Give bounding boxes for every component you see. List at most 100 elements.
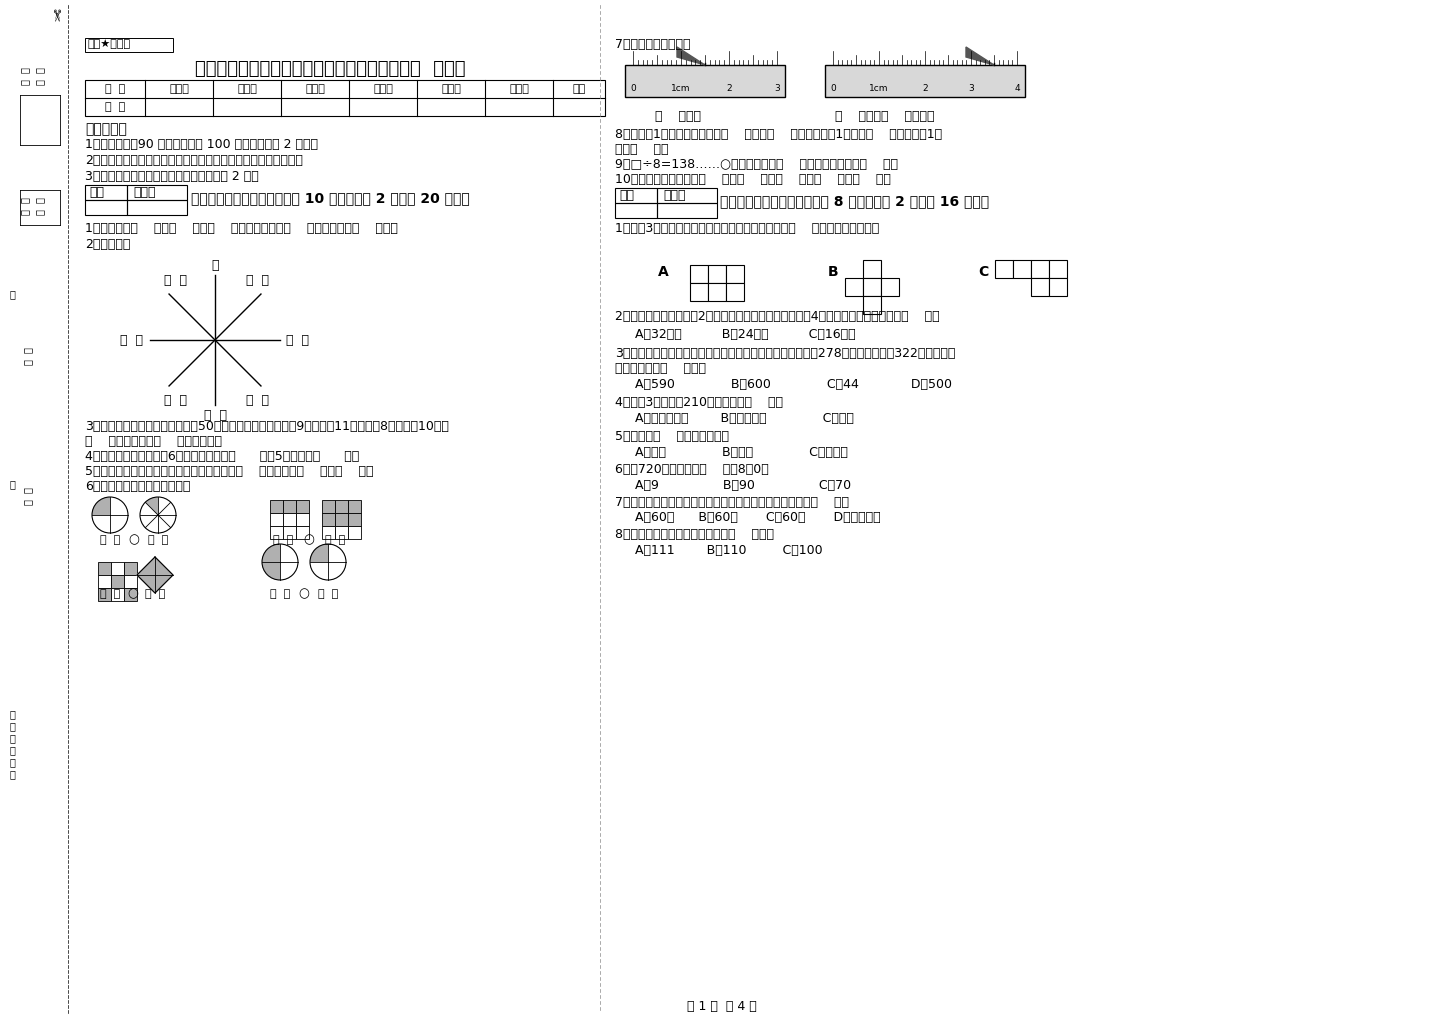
Bar <box>270 513 283 526</box>
Bar <box>863 278 881 296</box>
Bar <box>98 575 111 588</box>
Text: 8、分针走1小格，秒针正好走（    ），是（    ）秒。分针走1大格是（    ），时针走1大: 8、分针走1小格，秒针正好走（ ），是（ ）秒。分针走1大格是（ ），时针走1大 <box>616 128 942 141</box>
Bar <box>348 526 361 539</box>
Text: 0: 0 <box>630 84 636 93</box>
Text: 5、在进位加法中，不管哪一位上的数相加满（    ），都要向（    ）进（    ）。: 5、在进位加法中，不管哪一位上的数相加满（ ），都要向（ ）进（ ）。 <box>85 465 373 478</box>
Text: 考试须知：: 考试须知： <box>85 122 127 136</box>
Bar <box>322 500 335 513</box>
Text: 题: 题 <box>20 67 30 73</box>
Text: ）: ） <box>9 745 14 755</box>
Text: A: A <box>657 265 669 279</box>
Text: 级: 级 <box>23 359 33 365</box>
Text: 班: 班 <box>23 347 33 353</box>
Text: 校: 校 <box>23 499 33 505</box>
Text: （: （ <box>9 709 14 719</box>
Polygon shape <box>262 562 280 580</box>
Text: ○: ○ <box>303 534 315 546</box>
Text: 计算题: 计算题 <box>373 84 393 94</box>
Polygon shape <box>311 544 328 562</box>
Text: 格是（    ）。: 格是（ ）。 <box>616 143 669 156</box>
Text: 北: 北 <box>211 259 218 271</box>
Text: B: B <box>828 265 838 279</box>
Bar <box>322 513 335 526</box>
Bar <box>124 562 137 575</box>
Bar <box>725 265 744 283</box>
Text: 7、量出钉子的长度。: 7、量出钉子的长度。 <box>616 38 691 51</box>
Text: 名: 名 <box>20 209 30 215</box>
Text: （    ）厘米（    ）毫米。: （ ）厘米（ ）毫米。 <box>835 110 935 123</box>
Text: 得  分: 得 分 <box>105 102 126 112</box>
Text: 3、广州新电视塔是广州市目前最高的建筑，它比中信大厦高278米。中信大厦高322米，那么广: 3、广州新电视塔是广州市目前最高的建筑，它比中信大厦高278米。中信大厦高322… <box>616 347 955 360</box>
Text: 评卷人: 评卷人 <box>133 186 156 199</box>
Text: 吉林省重点小学三年级数学下学期开学考试试题  附答案: 吉林省重点小学三年级数学下学期开学考试试题 附答案 <box>195 60 465 78</box>
Text: 得分: 得分 <box>90 186 104 199</box>
Text: （  ）: （ ） <box>120 333 143 346</box>
Bar <box>616 203 657 218</box>
Bar <box>348 500 361 513</box>
Bar <box>708 283 725 301</box>
Text: 一、用心思考，正确填空（共 10 小题，每题 2 分，共 20 分）。: 一、用心思考，正确填空（共 10 小题，每题 2 分，共 20 分）。 <box>191 191 470 205</box>
Bar <box>881 278 899 296</box>
Text: ○: ○ <box>299 588 309 600</box>
Text: 应用题: 应用题 <box>509 84 529 94</box>
Bar <box>124 575 137 588</box>
Bar <box>335 513 348 526</box>
Bar <box>283 526 296 539</box>
Text: 得分: 得分 <box>618 189 634 202</box>
Text: 8、最大的三位数是最大一位数的（    ）倍。: 8、最大的三位数是最大一位数的（ ）倍。 <box>616 528 775 541</box>
Text: 填空题: 填空题 <box>169 84 189 94</box>
Text: 姓: 姓 <box>20 197 30 203</box>
Text: A、一定              B、可能              C、不可能: A、一定 B、可能 C、不可能 <box>634 446 848 459</box>
Text: 2、填一填。: 2、填一填。 <box>85 238 130 251</box>
Bar <box>1049 260 1066 278</box>
Text: 内: 内 <box>9 289 14 299</box>
Bar <box>863 260 881 278</box>
Text: 1cm: 1cm <box>672 84 691 93</box>
Text: 道: 道 <box>9 733 14 743</box>
Text: ○: ○ <box>127 588 139 600</box>
Text: 学: 学 <box>23 487 33 493</box>
Bar <box>85 81 605 116</box>
Bar <box>111 588 124 601</box>
Text: A、32厘米          B、24厘米          C、16厘米: A、32厘米 B、24厘米 C、16厘米 <box>634 328 855 341</box>
Text: （  ）: （ ） <box>163 273 186 286</box>
Text: C: C <box>978 265 988 279</box>
Bar <box>283 513 296 526</box>
Text: 2: 2 <box>727 84 731 93</box>
Text: （  ）: （ ） <box>270 589 290 599</box>
Bar <box>616 187 657 203</box>
Text: （  ）: （ ） <box>273 535 293 545</box>
Bar <box>657 187 717 203</box>
Bar <box>111 575 124 588</box>
Text: 街: 街 <box>9 721 14 731</box>
Text: （  ）: （ ） <box>163 393 186 407</box>
Bar <box>626 65 785 97</box>
Text: 综合题: 综合题 <box>441 84 461 94</box>
Bar <box>1049 278 1066 296</box>
Text: 校: 校 <box>9 479 14 489</box>
Polygon shape <box>146 497 158 515</box>
Bar <box>1013 260 1030 278</box>
Bar <box>1030 278 1049 296</box>
Text: A、590              B、600              C、44             D、500: A、590 B、600 C、44 D、500 <box>634 378 952 391</box>
Text: 二、反复比较，慎重选择（共 8 小题，每题 2 分，共 16 分）。: 二、反复比较，慎重选择（共 8 小题，每题 2 分，共 16 分）。 <box>721 194 990 208</box>
Bar <box>335 500 348 513</box>
Text: ○: ○ <box>129 534 139 546</box>
Bar <box>85 200 127 215</box>
Text: （  ）: （ ） <box>318 589 338 599</box>
Bar <box>691 265 708 283</box>
Text: （  ）: （ ） <box>325 535 345 545</box>
Text: 判断题: 判断题 <box>305 84 325 94</box>
Text: 10、常用的长度单位有（    ）、（    ）、（    ）、（    ）、（    ）。: 10、常用的长度单位有（ ）、（ ）、（ ）、（ ）、（ ）。 <box>616 173 892 186</box>
Bar <box>322 526 335 539</box>
Bar <box>691 283 708 301</box>
Text: 号: 号 <box>20 79 30 85</box>
Text: 6、从720里连续减去（    ）个8得0。: 6、从720里连续减去（ ）个8得0。 <box>616 463 769 476</box>
Text: 5、四边形（    ）平行四边形。: 5、四边形（ ）平行四边形。 <box>616 430 728 443</box>
Bar <box>296 526 309 539</box>
Bar <box>996 260 1013 278</box>
Text: 0: 0 <box>829 84 835 93</box>
Bar <box>863 296 881 314</box>
Text: （  ）: （ ） <box>286 333 309 346</box>
Text: 第 1 页  共 4 页: 第 1 页 共 4 页 <box>688 1000 757 1013</box>
